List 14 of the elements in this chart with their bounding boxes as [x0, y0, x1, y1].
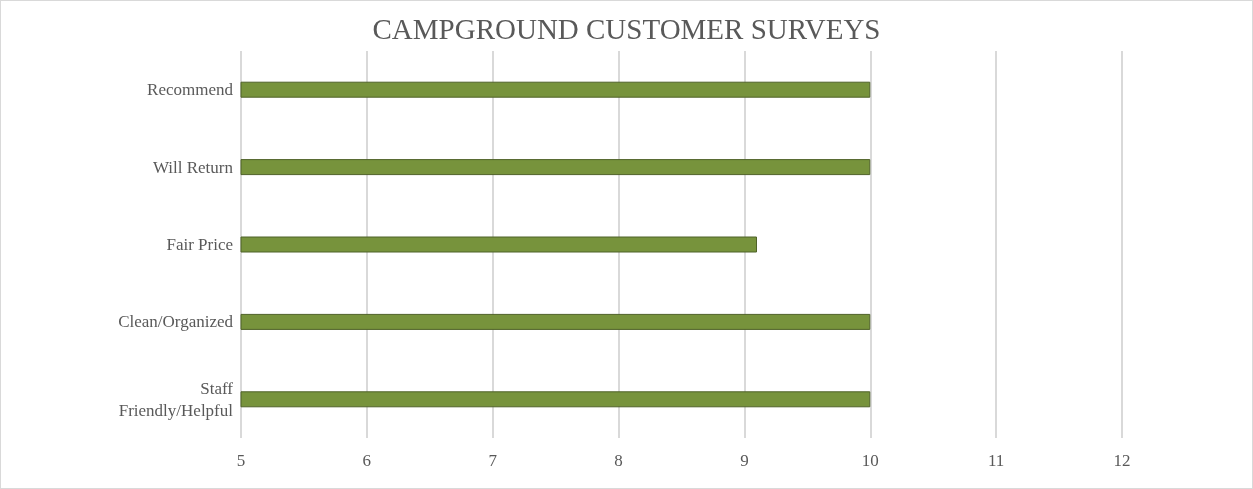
x-tick-label: 6 [362, 451, 372, 470]
y-tick-label: Fair Price [166, 235, 233, 254]
x-tick-label: 11 [987, 451, 1005, 470]
chart-title: CAMPGROUND CUSTOMER SURVEYS [372, 12, 881, 45]
x-tick-label: 5 [236, 451, 246, 470]
y-tick-label: Will Return [152, 157, 234, 177]
x-tick-label: 12 [1113, 451, 1131, 470]
y-tick-label: Clean/Organized [118, 312, 234, 332]
x-tick-label: 7 [488, 451, 498, 470]
x-tick-label: 9 [740, 451, 749, 470]
x-tick-label: 10 [861, 451, 879, 470]
y-tick-label: Recommend [147, 80, 234, 100]
y-tick-label: Staff Friendly/Helpful [118, 378, 234, 420]
x-tick-label: 8 [614, 451, 623, 470]
